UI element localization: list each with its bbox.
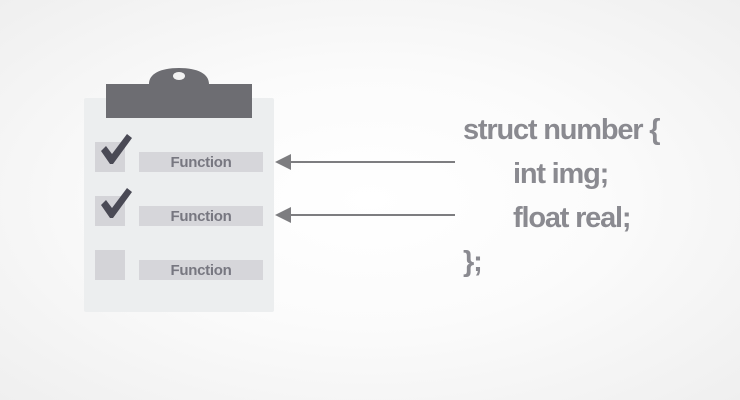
function-label: Function [139,206,263,226]
checklist-item: Function [95,134,265,176]
clipboard-clip-icon [106,68,252,118]
checklist-item: Function [95,188,265,230]
checkmark-icon [101,188,132,218]
code-line: int img; [513,158,609,190]
function-label: Function [139,260,263,280]
arrow-left-icon [275,154,455,170]
code-line: float real; [513,202,632,234]
arrow-left-icon [275,207,455,223]
struct-code-block: struct number { int img; float real; }; [463,108,723,284]
code-line: }; [463,246,483,278]
checkbox [95,250,125,280]
function-label: Function [139,152,263,172]
checklist-item: Function [95,250,265,284]
checkmark-icon [101,134,132,164]
code-line: struct number { [463,114,661,146]
